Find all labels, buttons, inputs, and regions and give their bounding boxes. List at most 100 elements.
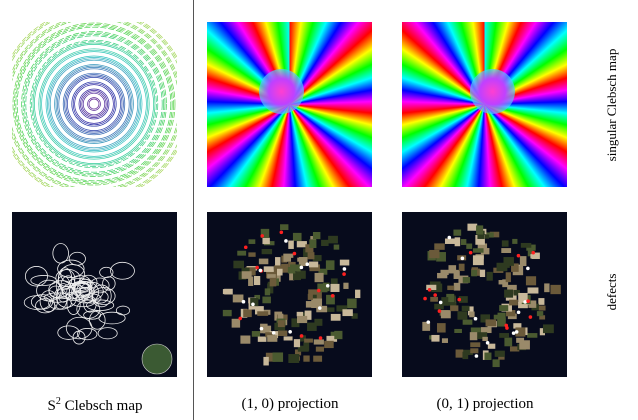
ring (284, 239, 288, 243)
shape (441, 297, 448, 306)
shape (499, 333, 509, 338)
shape (527, 333, 537, 338)
ring (529, 315, 533, 319)
shape (31, 295, 52, 310)
shape (275, 257, 280, 266)
row-label: defects (604, 274, 620, 311)
shape (288, 354, 299, 363)
shape (539, 306, 546, 311)
shape (278, 331, 287, 337)
ring (23, 33, 165, 175)
sphere-panel (12, 212, 177, 377)
ring (433, 293, 437, 297)
shape (77, 328, 97, 339)
shape (462, 352, 468, 359)
ring (300, 334, 304, 338)
shape (470, 332, 478, 340)
shape (308, 294, 313, 300)
ring (305, 262, 309, 266)
shape (470, 348, 478, 353)
ring (517, 254, 521, 258)
shape (528, 287, 539, 293)
shape (484, 353, 491, 360)
shape (326, 260, 335, 270)
ring (13, 23, 175, 185)
row-label: singular Clebsch map (604, 49, 620, 162)
ring (300, 266, 304, 270)
ring (426, 320, 430, 324)
shape (314, 339, 324, 344)
shape (248, 252, 255, 256)
shape (265, 288, 270, 295)
defects-panel (207, 212, 372, 377)
shape (470, 342, 480, 347)
caption: (0, 1) projection (395, 396, 575, 413)
shape (242, 271, 252, 279)
ring (428, 288, 432, 292)
shape (240, 335, 250, 343)
ring (244, 245, 248, 249)
ring (89, 99, 99, 109)
shape (504, 290, 513, 298)
ring (57, 67, 130, 140)
shape (267, 335, 277, 342)
shape (288, 267, 296, 273)
ring (475, 354, 479, 358)
ring (319, 336, 323, 340)
shape (343, 283, 348, 289)
caption: (1, 0) projection (200, 396, 380, 413)
shape (519, 340, 530, 349)
shape (308, 252, 315, 259)
shape (283, 254, 291, 262)
shape (293, 233, 302, 241)
caption-symbol: S (48, 398, 56, 414)
color-map-panel (402, 22, 567, 187)
ring (331, 294, 335, 298)
ring (523, 300, 527, 304)
shape (482, 337, 488, 341)
shape (89, 311, 105, 329)
shape (448, 265, 456, 273)
ring (461, 257, 465, 261)
ring (260, 234, 264, 238)
ring (260, 327, 264, 331)
shape (309, 262, 318, 268)
ring (72, 82, 116, 126)
ring (238, 317, 242, 321)
shape (512, 239, 517, 244)
shape (503, 263, 510, 268)
ring (30, 40, 158, 168)
ring (39, 49, 149, 159)
ring (24, 34, 163, 173)
shape (259, 259, 268, 265)
ring (88, 98, 101, 111)
shape (526, 276, 536, 285)
ring (14, 24, 173, 183)
shape (457, 311, 467, 319)
ring (80, 90, 107, 117)
ring (439, 301, 443, 305)
shape (294, 339, 300, 347)
shape (469, 312, 474, 318)
shape (304, 339, 313, 343)
shape (270, 278, 277, 287)
shape (334, 245, 340, 250)
shape (98, 328, 117, 339)
shape (313, 356, 322, 362)
shape (473, 248, 484, 252)
shape (430, 297, 438, 302)
ring (46, 56, 142, 152)
shape (280, 224, 288, 230)
ring (326, 284, 330, 288)
figure: S2 Clebsch map (1, 0) projection (0, 1) … (0, 0, 638, 420)
shape (328, 236, 338, 244)
ring (251, 302, 255, 306)
shape (499, 280, 505, 284)
shape (257, 311, 268, 316)
shape (544, 283, 549, 292)
shape (342, 309, 352, 316)
shape (321, 240, 329, 246)
ring (293, 252, 297, 256)
shape (307, 323, 317, 331)
ring (486, 341, 490, 345)
